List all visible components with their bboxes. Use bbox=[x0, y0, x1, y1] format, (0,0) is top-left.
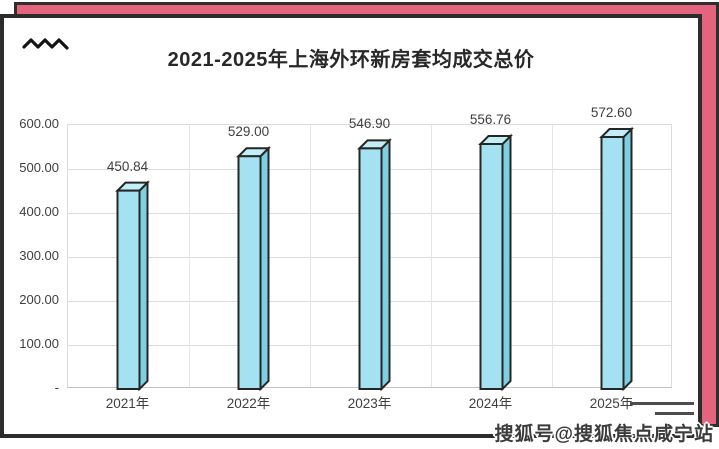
x-axis-label: 2022年 bbox=[226, 396, 271, 411]
x-axis-label: 2025年 bbox=[589, 396, 634, 411]
gridline-vertical bbox=[431, 125, 432, 387]
y-tick-label: 600.00 bbox=[19, 116, 59, 131]
bar-2023年 bbox=[357, 137, 392, 392]
bar-value-label: 529.00 bbox=[227, 124, 270, 140]
bar-2022年 bbox=[236, 145, 271, 392]
gridline-vertical bbox=[552, 125, 553, 387]
y-tick-label: 500.00 bbox=[19, 160, 59, 175]
gridline-vertical bbox=[189, 125, 190, 387]
x-axis-label: 2023年 bbox=[347, 396, 392, 411]
bar-2021年 bbox=[115, 180, 150, 392]
bar-value-label: 556.76 bbox=[469, 112, 512, 128]
gridline-vertical bbox=[310, 125, 311, 387]
bar-value-label: 572.60 bbox=[590, 105, 633, 121]
bar-value-label: 450.84 bbox=[106, 158, 149, 174]
plot-area bbox=[67, 124, 672, 392]
bar-2024年 bbox=[478, 133, 513, 392]
y-axis: 600.00 500.00 400.00 300.00 200.00 100.00 - bbox=[4, 116, 59, 404]
decor-line-top bbox=[630, 402, 694, 405]
decor-line-bottom bbox=[655, 412, 694, 415]
y-tick-label: - bbox=[54, 380, 59, 395]
y-tick-label: 100.00 bbox=[19, 336, 59, 351]
chart-card: 2021-2025年上海外环新房套均成交总价 600.00 500.00 400.0… bbox=[0, 14, 702, 438]
y-tick-label: 400.00 bbox=[19, 204, 59, 219]
x-axis-label: 2024年 bbox=[468, 396, 513, 411]
chart-card-inner: 2021-2025年上海外环新房套均成交总价 600.00 500.00 400.0… bbox=[4, 18, 698, 434]
zigzag-icon bbox=[22, 38, 69, 50]
y-tick-label: 200.00 bbox=[19, 292, 59, 307]
chart-title: 2021-2025年上海外环新房套均成交总价 bbox=[167, 49, 535, 71]
x-axis-label: 2021年 bbox=[105, 396, 150, 411]
bar-2025年 bbox=[599, 126, 634, 392]
y-tick-label: 300.00 bbox=[19, 248, 59, 263]
bar-value-label: 546.90 bbox=[348, 116, 391, 132]
bars-layer bbox=[115, 126, 634, 392]
watermark: 搜狐号@搜狐焦点咸宁站 bbox=[494, 424, 714, 445]
